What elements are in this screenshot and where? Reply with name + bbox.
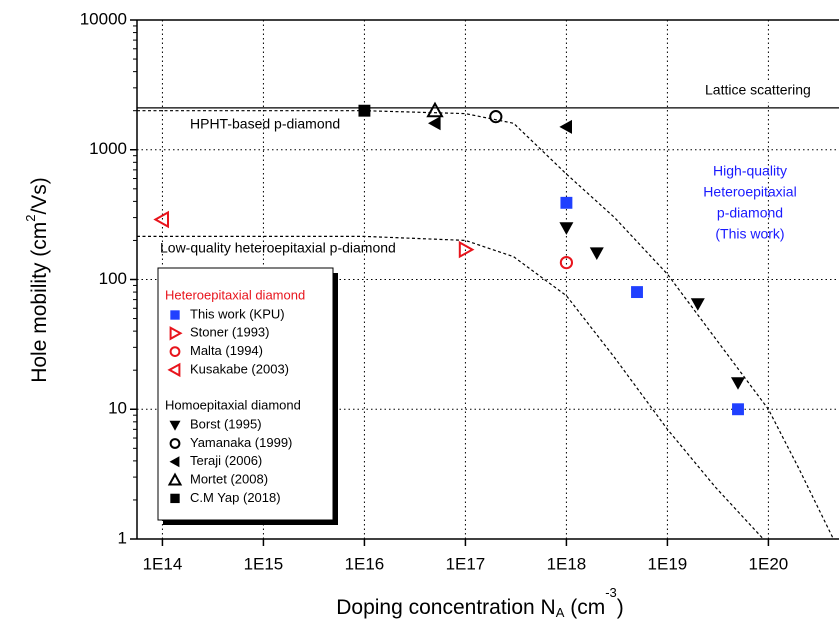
legend-marker	[167, 362, 181, 378]
x-tick-label: 1E19	[648, 554, 688, 573]
legend-marker	[169, 456, 180, 468]
legend-label: This work (KPU)	[190, 306, 285, 321]
marker	[458, 240, 475, 259]
legend-marker	[170, 310, 180, 320]
marker	[690, 298, 705, 311]
marker	[589, 247, 604, 260]
x-tick-label: 1E20	[749, 554, 789, 573]
marker	[559, 222, 574, 235]
marker	[559, 255, 574, 270]
legend-label: Mortet (2008)	[190, 472, 268, 487]
x-tick-label: 1E16	[345, 554, 385, 573]
x-tick-label: 1E15	[244, 554, 284, 573]
curve	[137, 235, 764, 540]
y-axis-title-part: /Vs)	[28, 177, 51, 214]
legend-label: Teraji (2006)	[190, 453, 262, 468]
marker	[631, 286, 643, 299]
curve-label: Lattice scattering	[705, 82, 811, 98]
legend-marker	[167, 472, 183, 486]
legend-group-title: Heteroepitaxial diamond	[165, 287, 305, 302]
marker	[732, 403, 744, 416]
annotation: p-diamond	[717, 205, 783, 221]
y-tick-label: 1000	[89, 139, 127, 158]
x-axis-title-part: )	[617, 596, 624, 619]
legend-marker	[169, 438, 181, 449]
y-tick-label: 1	[118, 528, 127, 547]
legend-label: C.M Yap (2018)	[190, 490, 281, 505]
legend-marker	[169, 326, 183, 341]
legend-label: Malta (1994)	[190, 343, 263, 358]
curve-label: HPHT-based p-diamond	[190, 116, 340, 132]
marker	[559, 119, 572, 134]
annotation: Heteroepitaxial	[703, 184, 796, 200]
annotation: (This work)	[715, 226, 784, 242]
legend-label: Stoner (1993)	[190, 325, 270, 340]
label-bg	[700, 80, 839, 102]
x-axis-title-part: -3	[605, 585, 617, 600]
marker	[731, 377, 745, 390]
x-axis-title-part: Doping concentration N	[336, 596, 555, 619]
curve-label: Low-quality heteroepitaxial p-diamond	[160, 240, 396, 256]
y-tick-label: 10000	[80, 9, 127, 28]
legend-marker	[169, 346, 181, 358]
x-tick-label: 1E17	[446, 554, 486, 573]
legend-label: Borst (1995)	[190, 417, 262, 432]
y-axis-title: Hole mobility (cm2/Vs)	[23, 177, 50, 383]
legend-marker	[169, 420, 181, 431]
marker	[426, 101, 444, 118]
marker	[358, 104, 371, 117]
marker	[489, 110, 503, 124]
y-tick-label: 10	[108, 399, 127, 418]
legend-label: Yamanaka (1999)	[190, 435, 292, 450]
annotation: High-quality	[713, 163, 787, 179]
x-axis-title-part: (cm	[564, 596, 605, 619]
legend-group-title: Homoepitaxial diamond	[165, 398, 301, 413]
marker	[428, 116, 441, 131]
legend-box	[157, 267, 334, 521]
marker	[560, 196, 573, 209]
x-axis-title: Doping concentration NA (cm-3)	[336, 585, 624, 620]
marker	[153, 210, 169, 229]
y-axis-title-part: 2	[23, 215, 38, 222]
legend-label: Kusakabe (2003)	[190, 361, 289, 376]
x-axis-title-part: A	[556, 605, 565, 620]
x-tick-label: 1E14	[143, 554, 183, 573]
y-axis-title-part: Hole mobility (cm	[28, 222, 51, 383]
x-tick-label: 1E18	[547, 554, 587, 573]
legend-marker	[170, 493, 180, 504]
y-tick-label: 100	[99, 269, 127, 288]
